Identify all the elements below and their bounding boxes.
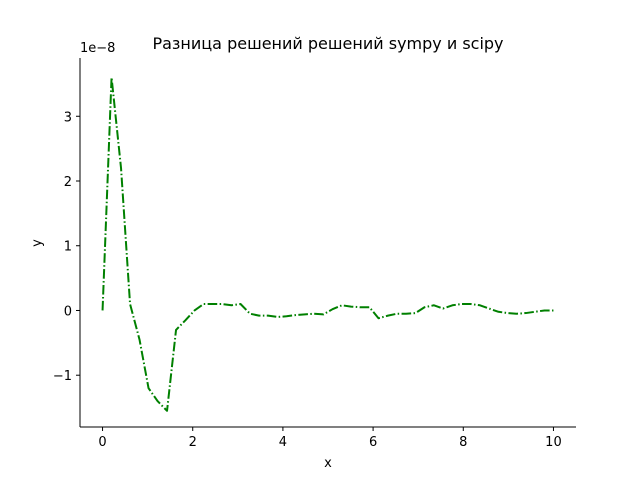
x-axis-label: x: [324, 456, 332, 471]
chart-title: Разница решений решений sympy и scipy: [152, 34, 503, 53]
y-tick-label: 3: [64, 110, 72, 125]
y-tick-label: 2: [64, 175, 72, 190]
y-tick-label: 1: [64, 240, 72, 255]
y-tick-label: 0: [64, 304, 72, 319]
x-tick-label: 8: [459, 435, 467, 450]
y-axis-offset-label: 1e−8: [80, 41, 115, 56]
x-tick-label: 4: [279, 435, 287, 450]
x-tick-label: 2: [189, 435, 197, 450]
y-axis-label: y: [30, 239, 45, 247]
x-tick-label: 10: [545, 435, 562, 450]
axes: 0 2 4 6 8 10 −1 0 1 2 3: [53, 58, 576, 450]
x-tick-label: 6: [369, 435, 377, 450]
plot-area: [101, 76, 554, 412]
series-line: [101, 76, 554, 412]
y-tick-label: −1: [53, 369, 72, 384]
x-tick-label: 0: [98, 435, 106, 450]
